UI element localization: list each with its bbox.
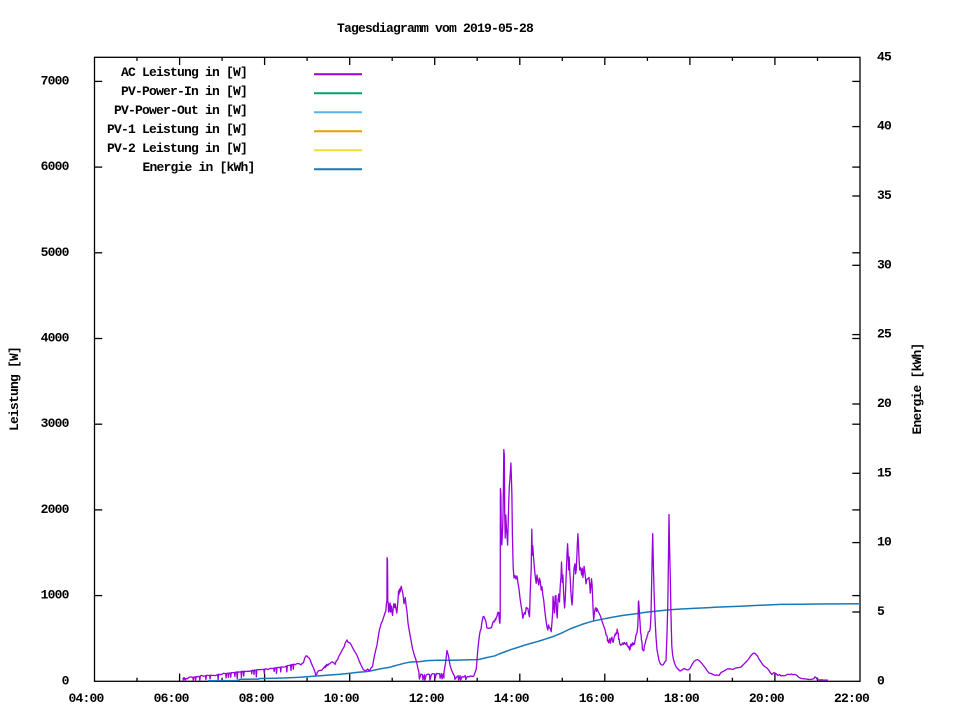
svg-text:7000: 7000 xyxy=(41,73,70,88)
svg-text:06:00: 06:00 xyxy=(154,691,190,706)
svg-text:10:00: 10:00 xyxy=(324,691,360,706)
svg-text:5: 5 xyxy=(877,604,885,619)
svg-text:PV-Power-In in [W]: PV-Power-In in [W] xyxy=(121,84,247,99)
svg-text:4000: 4000 xyxy=(41,331,70,346)
svg-text:Leistung [W]: Leistung [W] xyxy=(7,347,22,431)
svg-text:16:00: 16:00 xyxy=(579,691,615,706)
svg-text:0: 0 xyxy=(877,673,885,688)
svg-text:12:00: 12:00 xyxy=(409,691,445,706)
svg-text:PV-2 Leistung in [W]: PV-2 Leistung in [W] xyxy=(107,141,247,156)
svg-text:14:00: 14:00 xyxy=(494,691,530,706)
svg-text:20:00: 20:00 xyxy=(749,691,785,706)
svg-text:1000: 1000 xyxy=(41,588,70,603)
svg-text:2000: 2000 xyxy=(41,502,70,517)
svg-text:6000: 6000 xyxy=(41,159,70,174)
svg-text:Tagesdiagramm vom 2019-05-28: Tagesdiagramm vom 2019-05-28 xyxy=(337,21,534,36)
svg-text:3000: 3000 xyxy=(41,416,70,431)
svg-text:PV-Power-Out in [W]: PV-Power-Out in [W] xyxy=(114,103,247,118)
svg-text:Energie [kWh]: Energie [kWh] xyxy=(910,343,925,434)
svg-text:5000: 5000 xyxy=(41,245,70,260)
svg-text:15: 15 xyxy=(877,465,892,480)
svg-text:40: 40 xyxy=(877,119,892,134)
svg-text:20: 20 xyxy=(877,396,892,411)
svg-text:08:00: 08:00 xyxy=(239,691,275,706)
svg-text:45: 45 xyxy=(877,49,892,64)
svg-text:0: 0 xyxy=(62,673,70,688)
svg-text:04:00: 04:00 xyxy=(68,691,104,706)
svg-text:22:00: 22:00 xyxy=(834,691,870,706)
svg-text:AC Leistung in [W]: AC Leistung in [W] xyxy=(121,65,247,80)
svg-text:25: 25 xyxy=(877,327,892,342)
svg-text:35: 35 xyxy=(877,188,892,203)
svg-text:10: 10 xyxy=(877,535,892,550)
svg-text:30: 30 xyxy=(877,257,892,272)
svg-text:PV-1 Leistung in [W]: PV-1 Leistung in [W] xyxy=(107,122,247,137)
svg-text:18:00: 18:00 xyxy=(664,691,700,706)
svg-text:Energie in [kWh]: Energie in [kWh] xyxy=(142,160,254,175)
